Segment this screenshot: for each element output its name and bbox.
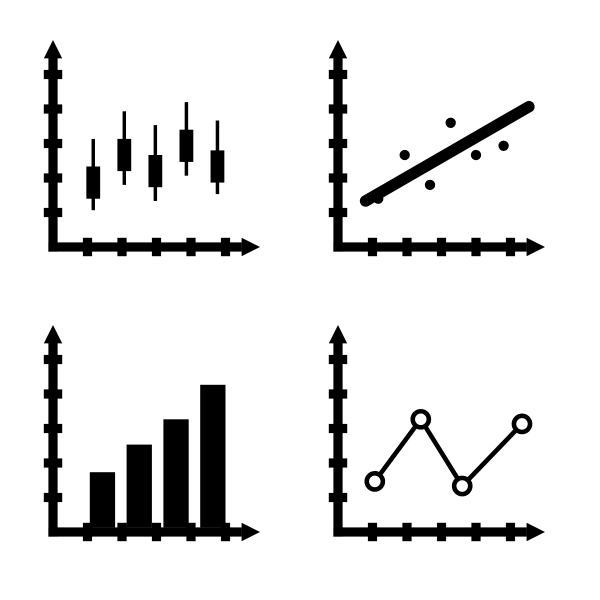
candlestick-chart-icon [30,40,285,275]
scatter-chart-icon [315,40,570,275]
bar-chart-icon [30,325,285,560]
line-chart-icon [315,325,570,560]
chart-icons-grid [0,0,600,600]
